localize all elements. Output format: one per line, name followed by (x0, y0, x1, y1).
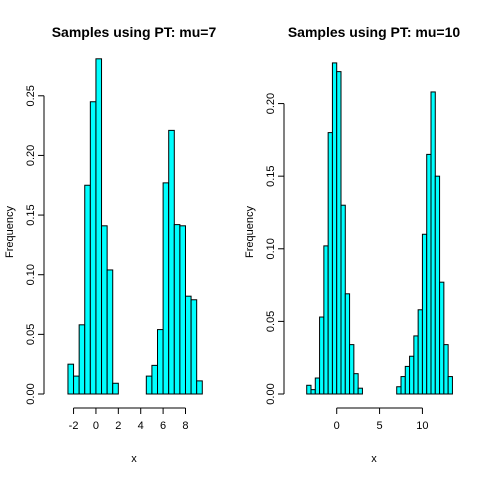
y-tick-label: 0.05 (265, 311, 277, 332)
histogram-bar (400, 376, 406, 395)
y-axis: 0.00 0.05 0.10 0.15 0.20 0.25 (25, 85, 45, 405)
x-tick-label: -2 (69, 420, 79, 432)
histogram-bar (349, 344, 355, 395)
histogram-bar (310, 389, 316, 395)
y-tick-label: 0.15 (265, 165, 277, 186)
y-tick-label: 0.10 (25, 264, 37, 285)
histogram-bar (327, 132, 333, 395)
y-tick-label: 0.00 (25, 383, 37, 404)
histogram-bar (357, 387, 363, 395)
y-axis: 0.00 0.05 0.10 0.15 0.20 (265, 93, 285, 405)
y-tick-label: 0.15 (25, 204, 37, 225)
histogram-bar (73, 375, 80, 395)
histogram-bar (106, 269, 114, 395)
y-axis-label: Frequency (244, 206, 256, 258)
histogram-panel-mu10: Samples using PT: mu=10 x Frequency 0 5 10… (244, 24, 460, 465)
histogram-bar (151, 364, 159, 395)
histogram-bar (353, 373, 359, 395)
bars (67, 58, 203, 395)
histogram-bar (439, 281, 445, 395)
histogram-bar (101, 225, 108, 395)
histogram-bar (426, 153, 432, 395)
x-tick-label: 10 (416, 420, 428, 432)
x-tick-label: 6 (160, 420, 166, 432)
x-tick-label: 0 (334, 420, 340, 432)
histogram-bar (168, 129, 175, 395)
histogram-bar (112, 382, 119, 395)
chart-title: Samples using PT: mu=10 (288, 24, 461, 40)
y-tick-label: 0.25 (25, 85, 37, 106)
x-axis: 0 5 10 (334, 407, 429, 432)
histogram-bar (331, 62, 338, 395)
histogram-bar (314, 377, 321, 395)
y-tick-label: 0.10 (265, 238, 277, 259)
bars (306, 62, 453, 395)
histogram-bar (319, 316, 325, 395)
y-tick-label: 0.05 (25, 324, 37, 345)
histogram-bar (409, 355, 415, 395)
y-tick-label: 0.00 (265, 383, 277, 404)
histogram-bar (323, 245, 329, 395)
histogram-bar (89, 101, 97, 395)
x-axis: -2 0 2 4 6 8 (69, 407, 189, 432)
histogram-bar (196, 380, 203, 395)
histogram-bar (430, 91, 436, 395)
x-axis-label: x (131, 453, 137, 465)
y-axis-label: Frequency (4, 206, 16, 258)
histogram-bar (434, 175, 441, 395)
histogram-bar (157, 329, 164, 395)
histogram-bar (421, 233, 428, 395)
histogram-bar (306, 384, 312, 395)
x-axis-label: x (371, 453, 377, 465)
histogram-bar (173, 224, 181, 395)
histogram-bar (396, 386, 402, 395)
histogram-bar (190, 299, 198, 395)
histogram-bar (184, 295, 192, 395)
histogram-bar (447, 376, 453, 395)
histogram-bar (340, 204, 346, 395)
x-tick-label: 5 (377, 420, 383, 432)
histogram-bar (78, 324, 86, 395)
histogram-bar (404, 365, 411, 395)
histogram-bar (162, 182, 170, 395)
histogram-bar (336, 71, 342, 395)
histogram-bar (443, 344, 449, 395)
y-tick-label: 0.20 (25, 145, 37, 166)
histogram-bar (344, 293, 351, 395)
x-tick-label: 2 (115, 420, 121, 432)
histogram-bar (413, 335, 419, 395)
chart-title: Samples using PT: mu=7 (52, 24, 217, 40)
x-tick-label: 8 (182, 420, 188, 432)
histogram-bar (84, 184, 91, 395)
y-tick-label: 0.20 (265, 93, 277, 114)
histogram-bar (417, 309, 423, 395)
histogram-bar (67, 363, 75, 395)
histogram-panel-mu7: Samples using PT: mu=7 x Frequency -2 0 2 4… (4, 24, 216, 465)
histogram-bar (179, 225, 186, 395)
x-tick-label: 0 (93, 420, 99, 432)
histogram-bar (95, 58, 103, 395)
histogram-bar (145, 375, 153, 395)
x-tick-label: 4 (138, 420, 144, 432)
